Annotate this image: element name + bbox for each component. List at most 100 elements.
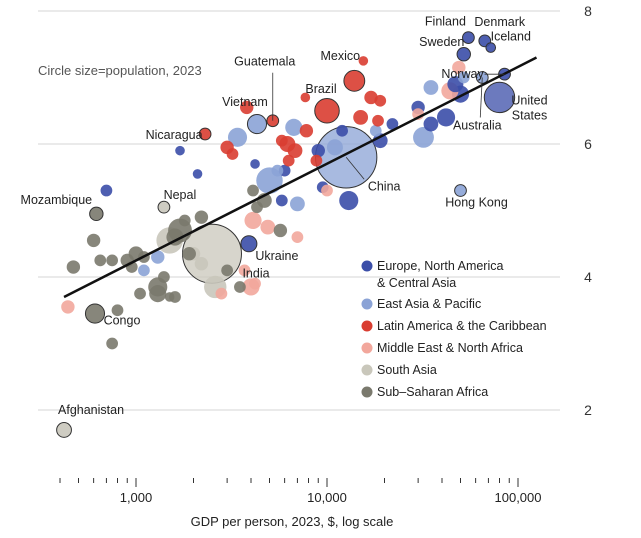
data-point (287, 143, 303, 159)
data-point (194, 210, 209, 224)
label-norway: Norway (441, 67, 484, 81)
data-point (247, 184, 259, 197)
data-point (227, 127, 248, 147)
data-point (240, 100, 254, 115)
data-point (100, 184, 113, 197)
data-point (157, 200, 171, 214)
data-point (369, 124, 382, 137)
data-point (86, 233, 101, 248)
label-denmark: Denmark (474, 15, 525, 29)
data-point (138, 264, 150, 277)
data-point (106, 254, 119, 267)
data-point (423, 80, 439, 95)
data-point (194, 256, 209, 271)
legend-marker (361, 386, 373, 398)
data-point (164, 292, 175, 302)
label-mexico: Mexico (321, 49, 361, 63)
legend: Europe, North America & Central Asia East … (361, 259, 547, 399)
data-point (158, 271, 170, 283)
data-point (192, 169, 203, 179)
label-brazil: Brazil (305, 82, 336, 96)
data-point (260, 219, 276, 235)
data-point (386, 118, 399, 130)
data-point (226, 148, 239, 160)
data-point (244, 211, 262, 230)
legend-marker (361, 320, 373, 332)
data-point (182, 247, 196, 261)
label-leader (479, 77, 483, 118)
data-point (299, 123, 314, 138)
legend-entry: Europe, North America (377, 259, 503, 273)
data-point (483, 81, 516, 114)
data-point (457, 71, 470, 84)
size-note: Circle size=population, 2023 (38, 63, 202, 78)
data-point (61, 300, 75, 314)
label-united-states: United (511, 93, 547, 107)
data-point (485, 42, 497, 53)
data-point (221, 264, 234, 277)
data-point (413, 126, 434, 148)
y-tick-label: 4 (584, 269, 592, 285)
data-point (249, 277, 261, 290)
data-point (175, 145, 185, 156)
legend-marker (361, 260, 373, 272)
x-tick-label: 1,000 (120, 490, 153, 505)
legend-entry: South Asia (377, 363, 437, 377)
label-hong-kong: Hong Kong (445, 196, 508, 210)
data-point (310, 154, 323, 167)
data-point (215, 287, 228, 300)
label-afghanistan: Afghanistan (58, 403, 124, 417)
label-nepal: Nepal (164, 188, 197, 202)
x-axis-label: GDP per person, 2023, $, log scale (191, 514, 394, 529)
data-point (234, 281, 246, 293)
data-point (273, 223, 288, 238)
data-point (89, 206, 104, 222)
label-congo: Congo (104, 314, 141, 328)
data-point (326, 139, 343, 156)
data-point (166, 228, 184, 246)
x-axis: 1,000 10,000 100,000 (59, 478, 542, 505)
label-united-states-line2: States (512, 108, 547, 122)
data-point (56, 422, 72, 438)
legend-entry: Latin America & the Caribbean (377, 319, 547, 333)
y-tick-label: 8 (584, 3, 592, 19)
label-australia: Australia (453, 119, 502, 133)
data-point (358, 56, 369, 66)
y-axis-ticks: 2 4 6 8 (584, 3, 592, 418)
legend-entry: Middle East & North Africa (377, 341, 523, 355)
data-point (250, 159, 260, 169)
legend-entry: East Asia & Pacific (377, 297, 481, 311)
legend-entry: Sub–Saharan Africa (377, 385, 488, 399)
legend-marker (361, 342, 373, 354)
data-point (290, 196, 305, 212)
data-point (321, 184, 333, 197)
x-tick-label: 10,000 (307, 490, 347, 505)
data-point (454, 184, 467, 197)
data-point (240, 235, 258, 253)
label-leader (345, 157, 365, 180)
data-point (251, 201, 263, 214)
data-point (134, 287, 146, 300)
data-point (372, 133, 388, 149)
data-point (151, 250, 165, 264)
data-point (271, 164, 284, 177)
label-vietnam: Vietnam (222, 95, 268, 109)
data-point (238, 264, 251, 277)
data-point (462, 31, 475, 44)
data-point (66, 260, 81, 274)
data-point (84, 303, 106, 324)
label-india: India (242, 267, 269, 281)
data-point (94, 254, 107, 267)
legend-entry: & Central Asia (377, 276, 456, 290)
data-point (149, 285, 167, 303)
data-point (336, 124, 349, 137)
data-point (372, 114, 384, 127)
data-point (452, 60, 466, 75)
label-ukraine: Ukraine (255, 249, 298, 263)
data-point (282, 154, 295, 167)
trend-layer (63, 56, 538, 299)
label-nicaragua: Nicaragua (146, 128, 203, 142)
data-point (291, 231, 304, 243)
data-point (178, 214, 191, 227)
